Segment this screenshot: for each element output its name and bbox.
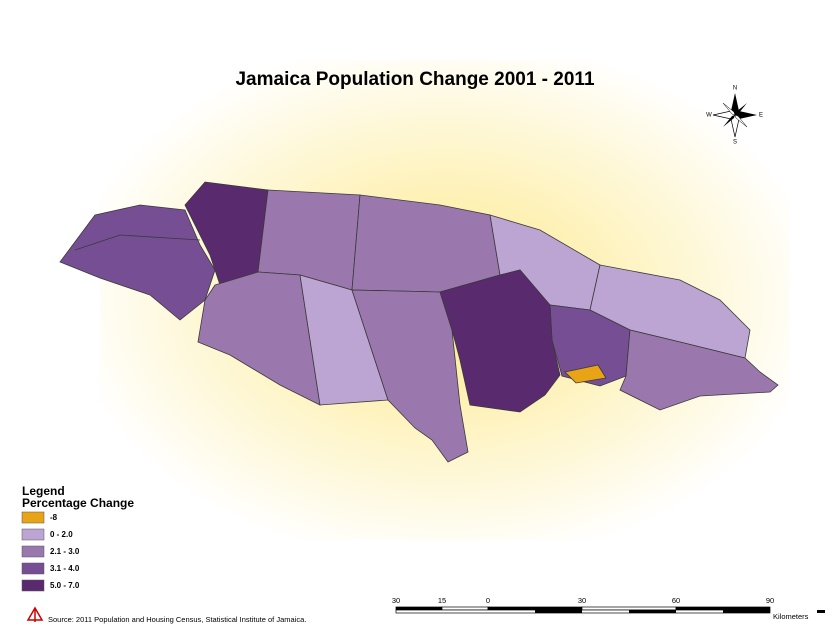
compass-label: S <box>733 140 737 146</box>
compass-needle <box>731 93 739 115</box>
parish <box>564 364 607 384</box>
legend: -8 0 - 2.0 2.1 - 3.0 3.1 - 4.0 5.0 - 7.0 <box>21 511 80 592</box>
parish-border <box>74 234 201 251</box>
legend-swatch <box>21 579 45 592</box>
compass-needle <box>734 114 748 128</box>
scale-segment <box>487 606 583 611</box>
compass-needle <box>735 103 747 115</box>
scale-label: 30 <box>392 596 400 605</box>
compass-needle <box>735 111 757 119</box>
legend-subtitle: Percentage Change <box>22 496 134 510</box>
scale-segment <box>675 606 771 611</box>
compass-label: E <box>759 113 763 119</box>
scale-segment <box>441 606 489 611</box>
scale-segment <box>535 610 582 613</box>
scale-bar: 30 15 0 30 60 90 Kilometers <box>392 596 825 621</box>
legend-label: 2.1 - 3.0 <box>50 547 80 556</box>
compass: N S E W <box>706 86 763 146</box>
legend-label: 0 - 2.0 <box>50 530 73 539</box>
parish <box>197 271 321 406</box>
scale-segment <box>581 606 677 611</box>
legend-swatch <box>21 511 45 524</box>
parish <box>619 329 779 411</box>
legend-label: -8 <box>50 513 58 522</box>
compass-label: W <box>706 113 712 119</box>
scale-label: 30 <box>578 596 586 605</box>
scale-segment <box>395 609 771 614</box>
compass-label: N <box>733 86 737 92</box>
legend-title: Legend <box>22 484 65 498</box>
legend-swatch <box>21 545 45 558</box>
scale-segment <box>723 610 770 613</box>
source: Source: 2011 Population and Housing Cens… <box>26 606 306 624</box>
compass-needle <box>723 115 735 127</box>
scale-label: 15 <box>438 596 446 605</box>
scale-segment <box>395 606 443 611</box>
map-title: Jamaica Population Change 2001 - 2011 <box>235 69 594 90</box>
scale-unit: Kilometers <box>773 612 809 621</box>
legend-swatch <box>21 528 45 541</box>
legend-swatch <box>21 562 45 575</box>
source-text: Source: 2011 Population and Housing Cens… <box>48 615 306 624</box>
parishes <box>59 181 779 463</box>
parish <box>439 269 561 413</box>
scale-label: 60 <box>672 596 680 605</box>
legend-label: 3.1 - 4.0 <box>50 564 80 573</box>
scale-segment <box>629 610 676 613</box>
legend-label: 5.0 - 7.0 <box>50 581 80 590</box>
scale-segment <box>817 610 825 613</box>
scale-label: 0 <box>486 596 490 605</box>
scale-label: 90 <box>766 596 774 605</box>
